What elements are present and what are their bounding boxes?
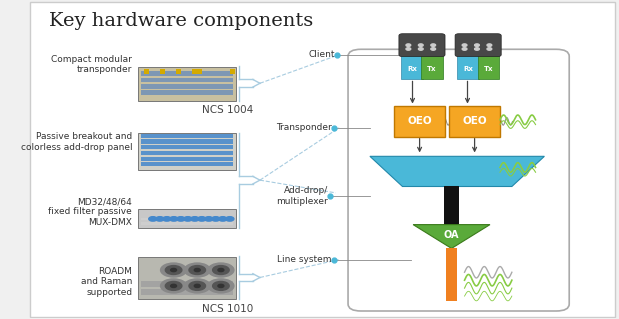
Circle shape [208,263,234,277]
Bar [160,69,165,74]
Bar [141,71,233,76]
Bar [144,69,149,74]
Bar [192,69,197,74]
Circle shape [487,48,491,50]
Bar [141,222,233,225]
Circle shape [189,281,206,290]
Circle shape [156,217,164,221]
Circle shape [475,44,479,47]
Circle shape [184,263,210,277]
Circle shape [197,217,206,221]
Text: Passive breakout and
colorless add-drop panel: Passive breakout and colorless add-drop … [20,132,132,152]
FancyBboxPatch shape [394,106,445,137]
Circle shape [184,279,210,293]
Circle shape [208,279,234,293]
Text: Tx: Tx [483,66,493,72]
Circle shape [487,44,491,47]
Text: Compact modular
transponder: Compact modular transponder [51,55,132,74]
Circle shape [176,217,185,221]
Text: OEO: OEO [462,116,487,126]
Bar [141,134,233,138]
Circle shape [431,48,436,50]
Text: Key hardware components: Key hardware components [48,12,313,30]
Circle shape [171,284,176,287]
Circle shape [165,281,182,290]
Bar [141,218,233,220]
Bar [138,133,236,170]
Bar [141,78,233,82]
Bar [138,209,236,228]
Circle shape [160,279,186,293]
Text: Client: Client [308,50,335,59]
Circle shape [462,44,467,47]
Circle shape [194,269,200,271]
Circle shape [226,217,234,221]
Circle shape [171,269,176,271]
Bar [444,187,459,225]
Circle shape [189,266,206,274]
Circle shape [205,217,213,221]
Circle shape [431,44,436,47]
FancyBboxPatch shape [449,106,500,137]
Polygon shape [370,156,544,187]
Text: Add-drop/
multiplexer: Add-drop/ multiplexer [276,186,328,206]
FancyBboxPatch shape [457,54,478,79]
Bar [141,281,233,287]
Circle shape [462,48,467,50]
FancyBboxPatch shape [30,2,615,317]
Text: OEO: OEO [407,116,432,126]
Circle shape [165,266,182,274]
Circle shape [212,217,220,221]
Bar [138,257,236,299]
Circle shape [218,269,224,271]
Circle shape [406,44,411,47]
Bar [138,67,236,101]
Circle shape [170,217,178,221]
FancyBboxPatch shape [477,54,499,79]
Polygon shape [413,225,490,249]
Text: Rx: Rx [463,66,473,72]
Text: NCS 1010: NCS 1010 [202,304,254,315]
Circle shape [418,44,423,47]
Circle shape [191,217,199,221]
Text: Transponder: Transponder [275,123,332,132]
FancyBboxPatch shape [455,34,501,56]
FancyBboxPatch shape [401,54,423,79]
Bar [141,90,233,95]
Circle shape [406,48,411,50]
FancyBboxPatch shape [422,54,443,79]
Circle shape [149,217,157,221]
Bar [141,84,233,89]
Bar [141,139,233,144]
Bar [176,69,181,74]
Bar [141,162,233,167]
Circle shape [475,48,479,50]
Circle shape [194,284,200,287]
Circle shape [212,266,229,274]
Bar [141,151,233,155]
Text: OA: OA [444,230,459,240]
Circle shape [418,48,423,50]
FancyBboxPatch shape [399,34,445,56]
Text: Line system: Line system [277,255,332,264]
Circle shape [212,281,229,290]
Bar [197,69,202,74]
Text: Tx: Tx [427,66,437,72]
FancyBboxPatch shape [348,49,569,311]
Bar [141,145,233,149]
Bar [141,289,233,295]
Circle shape [218,284,224,287]
Circle shape [219,217,227,221]
Circle shape [160,263,186,277]
Text: Rx: Rx [407,66,417,72]
Bar [230,69,235,74]
Bar [446,249,457,301]
Text: NCS 1004: NCS 1004 [202,105,254,115]
Circle shape [163,217,171,221]
Text: ROADM
and Raman
supported: ROADM and Raman supported [81,267,132,297]
Circle shape [184,217,192,221]
Text: MD32/48/64
fixed filter passive
MUX-DMX: MD32/48/64 fixed filter passive MUX-DMX [48,197,132,227]
Bar [141,157,233,161]
